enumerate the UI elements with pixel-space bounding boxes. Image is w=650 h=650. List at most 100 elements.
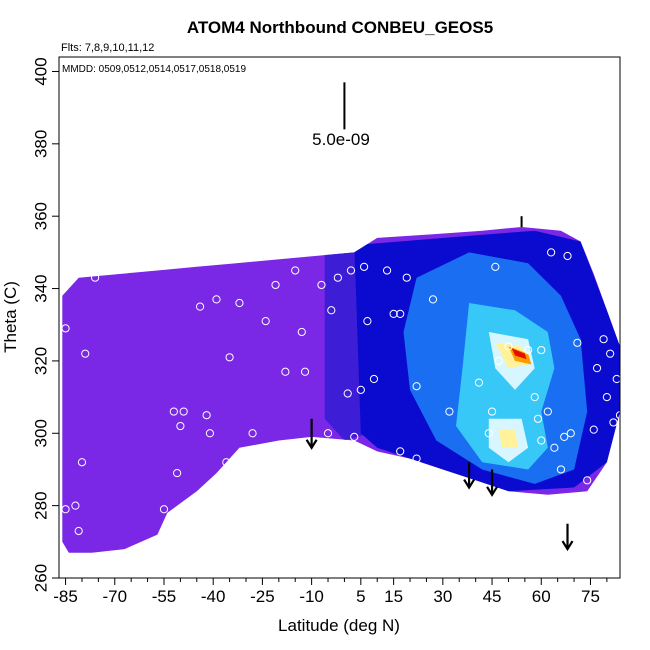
observation-point	[195, 302, 205, 311]
observation-point	[169, 407, 178, 416]
observation-point	[271, 280, 280, 290]
scale-bar-label: 5.0e-09	[312, 130, 370, 149]
observation-point	[589, 425, 598, 434]
heatmap-region-elevated	[456, 303, 555, 470]
observation-point	[412, 454, 421, 463]
observation-point	[530, 392, 539, 402]
observation-point	[491, 262, 500, 271]
x-tick-label: -25	[250, 587, 275, 606]
x-tick-label: -40	[201, 587, 226, 606]
observation-point	[599, 335, 608, 344]
x-tick-label: -85	[53, 587, 78, 606]
x-axis-label: Latitude (deg N)	[278, 616, 400, 635]
observation-point	[484, 429, 493, 438]
observation-point	[350, 432, 359, 441]
observation-point	[382, 266, 392, 275]
y-tick-label: 260	[31, 564, 50, 592]
observation-point	[327, 306, 336, 315]
x-tick-label: 15	[384, 587, 403, 606]
direction-arrow-head	[305, 439, 318, 450]
observation-point	[300, 367, 310, 376]
observation-point	[90, 273, 100, 282]
observation-point	[428, 295, 438, 304]
heatmap-regions	[324, 230, 620, 492]
observation-point	[609, 418, 618, 427]
observation-point	[77, 458, 87, 467]
observation-point	[159, 505, 169, 514]
x-tick-label: -55	[152, 587, 177, 606]
observation-point	[173, 468, 182, 478]
observation-point	[524, 345, 533, 355]
observation-point	[74, 526, 83, 536]
observation-point	[474, 378, 484, 387]
observation-point	[547, 248, 556, 257]
y-tick-label: 280	[31, 491, 50, 519]
observation-point	[396, 447, 405, 456]
observation-point	[222, 458, 231, 467]
observation-point	[356, 385, 365, 394]
y-tick-label: 380	[31, 130, 50, 158]
observation-point	[612, 374, 620, 384]
observation-point	[602, 392, 611, 402]
observation-point	[445, 407, 454, 416]
plot-frame	[58, 56, 621, 579]
observation-point	[81, 349, 90, 358]
dates-info: MMDD: 0509,0512,0514,0517,0518,0519	[62, 64, 246, 75]
observation-point	[343, 389, 352, 398]
x-tick-label: 45	[483, 587, 502, 606]
observation-point	[533, 414, 543, 423]
x-tick-label: 5	[356, 587, 365, 606]
observation-point	[176, 421, 185, 431]
y-tick-label: 340	[31, 274, 50, 302]
x-tick-label: 75	[581, 587, 600, 606]
observation-point	[389, 309, 398, 318]
observation-point	[402, 273, 411, 282]
observation-point	[333, 273, 342, 282]
observation-point	[543, 407, 552, 416]
observation-point	[179, 407, 188, 416]
flights-info: Flts: 7,8,9,10,11,12	[61, 42, 154, 54]
observation-point	[61, 505, 70, 514]
y-tick-label: 320	[31, 347, 50, 375]
observation-point	[202, 411, 211, 420]
observation-point	[615, 411, 620, 420]
observation-point	[173, 516, 182, 525]
direction-arrow-head	[486, 486, 498, 497]
observation-point	[412, 382, 421, 391]
observation-point	[537, 436, 546, 445]
chart-title: ATOM4 Northbound CONBEU_GEOS5	[187, 18, 493, 37]
observation-point	[573, 338, 582, 347]
observation-point	[346, 266, 356, 275]
direction-arrow-head	[561, 540, 574, 552]
observation-point	[317, 280, 326, 290]
observation-point	[225, 353, 234, 362]
heatmap-region-peak	[511, 348, 527, 360]
axes-layer: -85 -70 -55 -40 -25 -10 5 15 30 45 60 75 260 280 300 32…	[31, 57, 608, 606]
observation-point	[592, 364, 602, 373]
observation-point	[248, 429, 257, 438]
y-tick-label: 300	[31, 419, 50, 447]
y-tick-label: 360	[31, 202, 50, 230]
observation-point	[563, 251, 572, 261]
observation-point	[205, 429, 215, 438]
observation-point	[606, 349, 615, 358]
observation-point	[360, 262, 369, 271]
data-layer	[61, 216, 620, 553]
observation-point	[323, 429, 333, 438]
observation-point	[61, 324, 70, 333]
observation-point	[537, 345, 546, 355]
observation-point	[487, 407, 497, 416]
observation-point	[560, 432, 569, 441]
x-tick-label: 30	[433, 587, 452, 606]
observation-point	[71, 501, 80, 510]
observation-point	[504, 342, 513, 351]
direction-arrow-head	[463, 478, 476, 490]
observation-point	[369, 374, 379, 384]
y-tick-label: 400	[31, 57, 50, 85]
observation-point	[281, 367, 290, 376]
observation-point	[291, 266, 300, 275]
observation-point	[235, 298, 244, 308]
y-axis-label: Theta (C)	[1, 281, 20, 353]
x-tick-label: -70	[102, 587, 127, 606]
x-tick-label: -10	[299, 587, 324, 606]
